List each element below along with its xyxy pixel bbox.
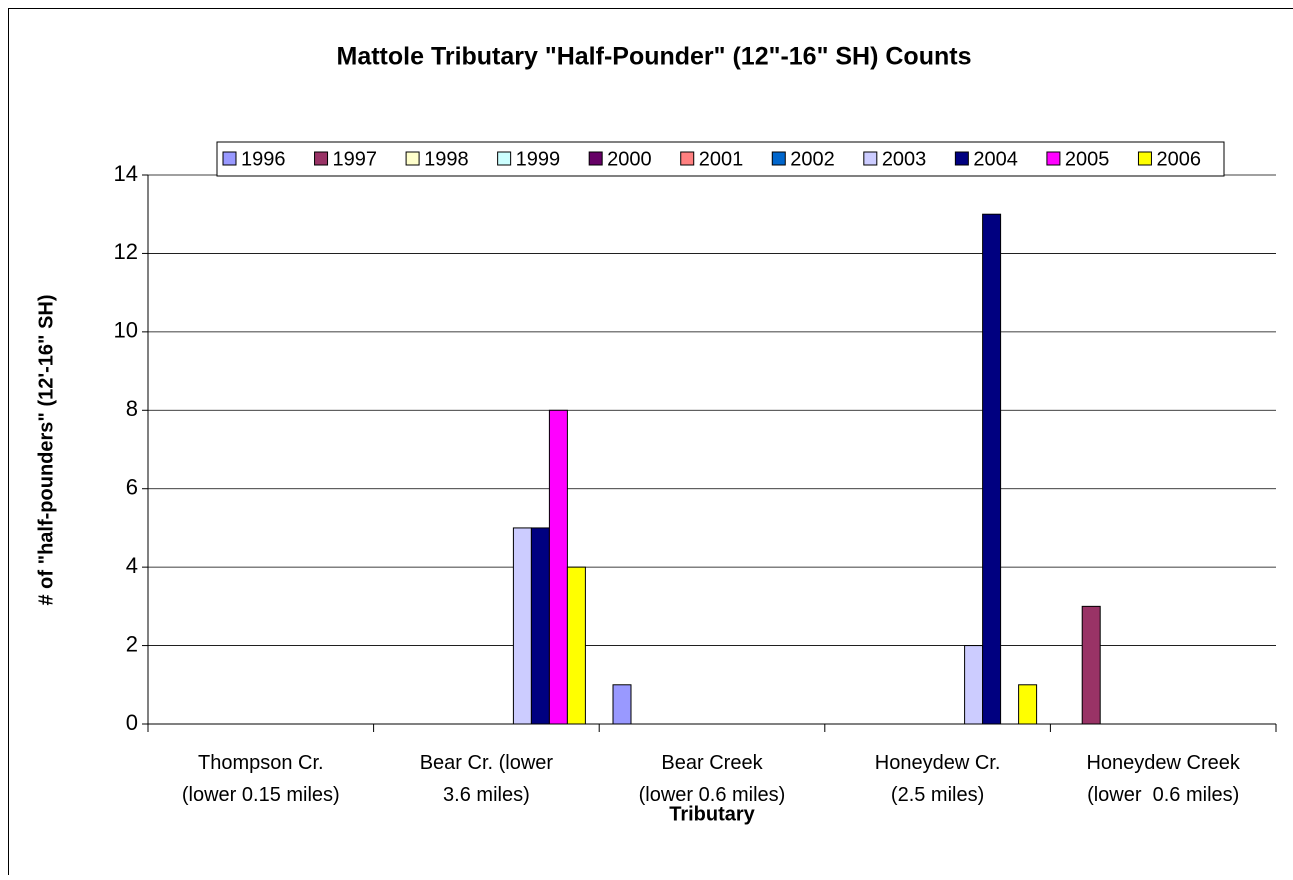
legend-label: 1997	[333, 148, 378, 170]
legend-swatch	[1138, 152, 1151, 165]
bar	[567, 567, 585, 724]
chart-border	[9, 9, 1293, 876]
legend-label: 2000	[607, 148, 652, 170]
legend-swatch	[589, 152, 602, 165]
legend-swatch	[1047, 152, 1060, 165]
bar	[531, 528, 549, 724]
legend-label: 2003	[882, 148, 927, 170]
bar	[513, 528, 531, 724]
y-tick-label: 6	[126, 475, 138, 500]
y-tick-label: 10	[114, 318, 138, 343]
legend-label: 2006	[1156, 148, 1201, 170]
bar	[965, 646, 983, 724]
legend-swatch	[406, 152, 419, 165]
bar	[983, 214, 1001, 724]
legend-swatch	[864, 152, 877, 165]
legend-label: 1999	[516, 148, 561, 170]
y-tick-label: 8	[126, 396, 138, 421]
legend-label: 1998	[424, 148, 469, 170]
legend-swatch	[315, 152, 328, 165]
legend-label: 2001	[699, 148, 744, 170]
bar	[613, 685, 631, 724]
y-axis-label: # of "half-pounders" (12'-16" SH)	[35, 294, 57, 605]
legend-label: 2004	[973, 148, 1018, 170]
chart-title: Mattole Tributary "Half-Pounder" (12"-16…	[337, 43, 972, 71]
legend-swatch	[223, 152, 236, 165]
y-tick-label: 4	[126, 553, 138, 578]
legend-label: 1996	[241, 148, 286, 170]
y-tick-label: 12	[114, 239, 138, 264]
legend-swatch	[498, 152, 511, 165]
y-tick-label: 0	[126, 710, 138, 735]
bar	[1019, 685, 1037, 724]
legend-swatch	[681, 152, 694, 165]
bar	[1082, 606, 1100, 724]
y-tick-label: 14	[114, 161, 138, 186]
legend-swatch	[955, 152, 968, 165]
legend-swatch	[772, 152, 785, 165]
legend-label: 2002	[790, 148, 835, 170]
bar	[549, 410, 567, 724]
x-axis-label: Tributary	[669, 803, 755, 825]
legend-label: 2005	[1065, 148, 1110, 170]
y-tick-label: 2	[126, 631, 138, 656]
